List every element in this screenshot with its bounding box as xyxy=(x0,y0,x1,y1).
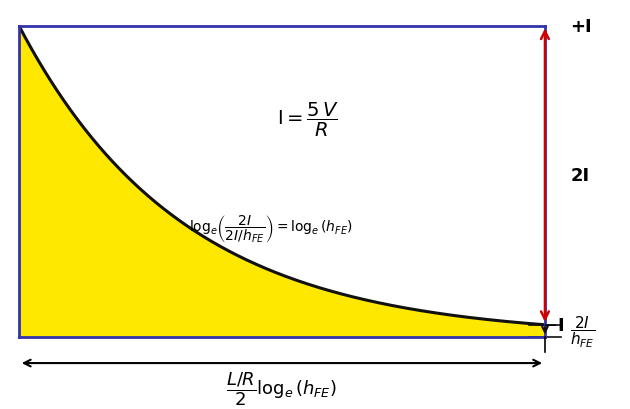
Text: +I: +I xyxy=(570,18,592,36)
Text: $\dfrac{L/R}{2}\log_e(h_{FE})$: $\dfrac{L/R}{2}\log_e(h_{FE})$ xyxy=(227,369,337,407)
Text: $-$I: $-$I xyxy=(542,316,564,334)
Text: $\dfrac{2I}{h_{FE}}$: $\dfrac{2I}{h_{FE}}$ xyxy=(570,314,595,349)
Text: $\mathregular{I} = \dfrac{5\,V}{R}$: $\mathregular{I} = \dfrac{5\,V}{R}$ xyxy=(277,101,339,139)
Text: $\log_e\!\left(\dfrac{2I}{2I/h_{FE}}\right) = \log_e(h_{FE})$: $\log_e\!\left(\dfrac{2I}{2I/h_{FE}}\rig… xyxy=(190,213,353,245)
Text: 2I: 2I xyxy=(570,167,589,185)
